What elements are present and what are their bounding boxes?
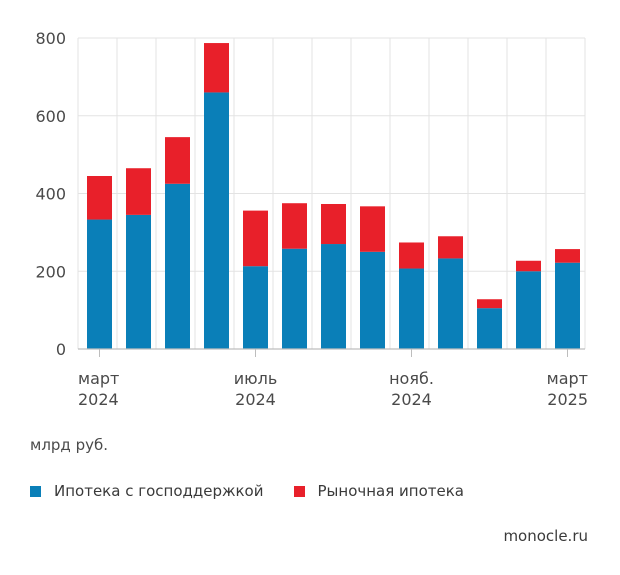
y-tick-label: 400 (35, 185, 66, 204)
bar-subsidized (243, 266, 268, 349)
x-tick-label-year: 2024 (391, 390, 432, 409)
plot-area: 0 200 400 600 800 март 2024 июль 2024 нояб. 2024 ма… (35, 29, 588, 409)
bar-market (477, 299, 502, 309)
bar-market (282, 203, 307, 249)
source-label: monocle.ru (503, 527, 588, 545)
bar-market (243, 210, 268, 267)
bar-subsidized (165, 183, 190, 349)
legend: Ипотека с господдержкой Рыночная ипотека (30, 482, 494, 500)
bar-market (321, 203, 346, 245)
bar-subsidized (438, 258, 463, 349)
legend-swatch-market (293, 485, 305, 497)
unit-label: млрд руб. (30, 436, 108, 454)
x-tick-label-year: 2024 (78, 390, 119, 409)
bar-subsidized (516, 271, 541, 349)
bar-subsidized (204, 92, 229, 350)
legend-swatch-subsidized (30, 485, 41, 497)
legend-label-market: Рыночная ипотека (317, 482, 464, 500)
bar-market (87, 176, 112, 220)
legend-item-market: Рыночная ипотека (293, 482, 464, 500)
bar-market (126, 168, 151, 215)
bar-subsidized (360, 251, 385, 349)
bar-market (438, 236, 463, 259)
bar-subsidized (555, 262, 580, 349)
bar-subsidized (477, 308, 502, 349)
bar-subsidized (126, 214, 151, 349)
bar-market (165, 137, 190, 184)
y-tick-label: 600 (35, 107, 66, 126)
y-tick-label: 200 (35, 262, 66, 281)
bar-market (555, 249, 580, 263)
bar-subsidized (321, 244, 346, 349)
x-tick-label-year: 2025 (547, 390, 588, 409)
x-tick-label: март (78, 369, 119, 388)
bar-market (204, 43, 229, 93)
legend-item-subsidized: Ипотека с господдержкой (30, 482, 264, 500)
x-tick-label-year: 2024 (235, 390, 276, 409)
bar-subsidized (282, 248, 307, 349)
bar-market (516, 260, 541, 272)
x-tick-label: март (547, 369, 588, 388)
y-tick-label: 0 (56, 340, 66, 359)
legend-label-subsidized: Ипотека с господдержкой (54, 482, 264, 500)
bar-subsidized (399, 268, 424, 349)
bar-market (399, 242, 424, 269)
y-tick-label: 800 (35, 29, 66, 48)
bar-subsidized (87, 219, 112, 349)
x-tick-label: июль (234, 369, 278, 388)
bar-market (360, 206, 385, 252)
x-tick-label: нояб. (389, 369, 434, 388)
